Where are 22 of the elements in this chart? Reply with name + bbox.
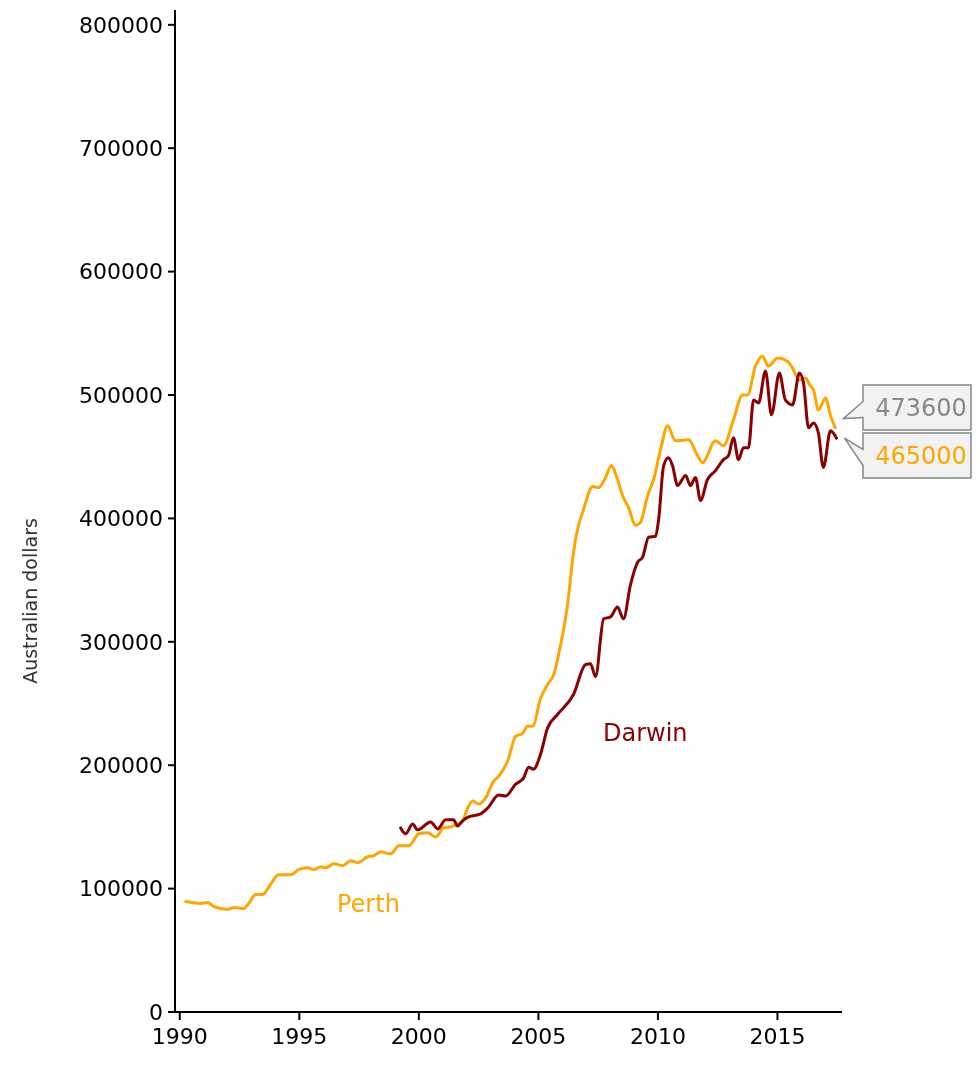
y-axis-title: Australian dollars <box>19 518 41 684</box>
series-label: Darwin <box>602 719 688 748</box>
y-tick-label: 700000 <box>79 135 163 161</box>
y-tick-label: 600000 <box>79 259 163 285</box>
y-tick-label: 500000 <box>79 382 163 408</box>
series-label: Perth <box>336 889 400 918</box>
x-tick-label: 2000 <box>390 1024 447 1049</box>
y-tick-label: 100000 <box>79 876 163 902</box>
y-tick-label: 200000 <box>79 752 163 778</box>
line-series <box>184 354 837 911</box>
x-tick-label: 2005 <box>510 1024 567 1049</box>
y-tick-label: 800000 <box>79 12 163 38</box>
y-tick-label: 300000 <box>79 629 163 655</box>
x-tick-label: 1995 <box>271 1024 328 1049</box>
y-tick-label: 0 <box>149 999 163 1025</box>
annotation: 473600 <box>875 394 967 423</box>
annotation: 465000 <box>875 442 967 471</box>
line-series <box>399 369 838 836</box>
y-tick-label: 400000 <box>79 506 163 532</box>
x-tick-label: 2015 <box>749 1024 806 1049</box>
x-tick-label: 1990 <box>151 1024 208 1049</box>
x-tick-label: 2010 <box>629 1024 686 1049</box>
